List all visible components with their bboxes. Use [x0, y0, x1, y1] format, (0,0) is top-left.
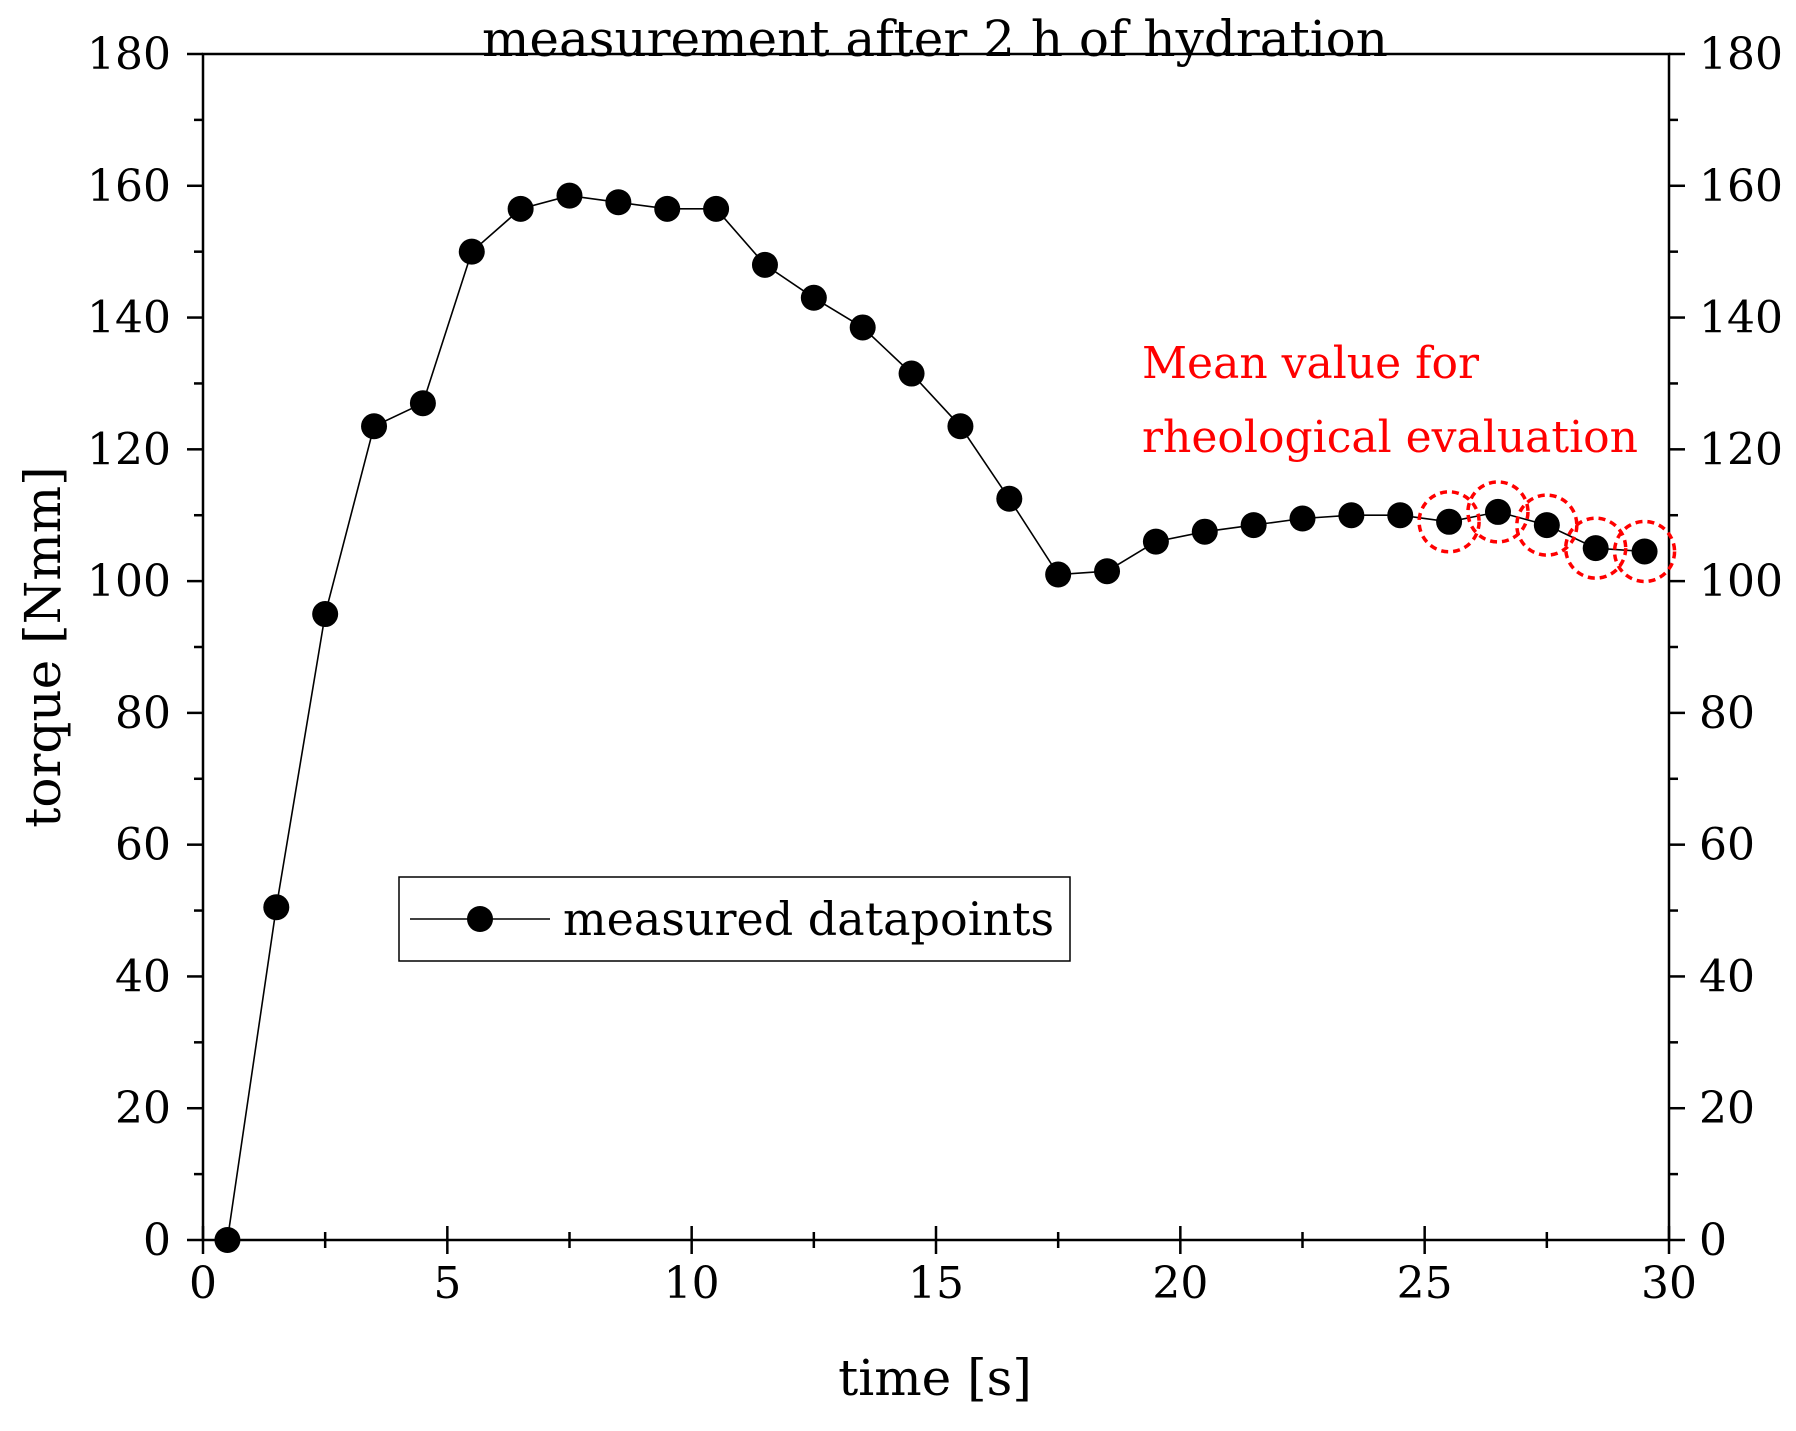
y-axis-label: torque [Nmm] — [14, 466, 72, 827]
y-tick-label-right-0: 0 — [1699, 1215, 1727, 1266]
x-axis-label: time [s] — [838, 1349, 1032, 1407]
x-tick-label-10: 10 — [664, 1258, 720, 1309]
highlight-layer — [1417, 480, 1677, 584]
y-tick-label-left-40: 40 — [115, 951, 171, 1002]
data-point-5 — [458, 238, 485, 265]
annotation-line-1: Mean value for — [1142, 338, 1480, 389]
data-point-19 — [1142, 528, 1169, 555]
y-tick-label-left-180: 180 — [87, 29, 171, 80]
x-tick-label-20: 20 — [1152, 1258, 1208, 1309]
y-tick-label-left-80: 80 — [115, 688, 171, 739]
data-point-21 — [1240, 512, 1267, 539]
data-point-27 — [1533, 512, 1560, 539]
data-point-25 — [1436, 508, 1463, 535]
legend: measured datapoints — [398, 876, 1071, 962]
data-point-28 — [1582, 535, 1609, 562]
data-point-10 — [703, 195, 730, 222]
x-tick-label-30: 30 — [1641, 1258, 1697, 1309]
legend-label: measured datapoints — [563, 892, 1054, 946]
y-tick-label-right-60: 60 — [1699, 820, 1755, 871]
data-point-17 — [1045, 561, 1072, 588]
y-tick-label-left-120: 120 — [87, 424, 171, 475]
data-point-29 — [1631, 538, 1658, 565]
data-point-18 — [1094, 558, 1121, 585]
data-point-22 — [1289, 505, 1316, 532]
y-tick-label-right-40: 40 — [1699, 951, 1755, 1002]
y-tick-label-right-80: 80 — [1699, 688, 1755, 739]
highlight-circle-3 — [1563, 516, 1628, 580]
data-point-7 — [556, 182, 583, 209]
y-tick-label-left-160: 160 — [87, 161, 171, 212]
highlight-circle-4 — [1612, 519, 1677, 584]
data-point-3 — [361, 413, 388, 440]
data-point-16 — [996, 485, 1023, 512]
y-tick-label-right-120: 120 — [1699, 424, 1783, 475]
y-tick-label-left-20: 20 — [115, 1083, 171, 1134]
data-point-0 — [214, 1227, 241, 1253]
data-point-2 — [312, 601, 339, 628]
y-tick-label-left-140: 140 — [87, 293, 171, 344]
data-point-15 — [947, 413, 974, 440]
x-tick-label-15: 15 — [908, 1258, 964, 1309]
x-tick-label-0: 0 — [189, 1258, 217, 1309]
chart-title: measurement after 2 h of hydration — [482, 10, 1388, 68]
data-point-20 — [1191, 518, 1218, 545]
data-point-26 — [1484, 498, 1511, 525]
x-tick-label-25: 25 — [1397, 1258, 1453, 1309]
highlight-circle-1 — [1466, 480, 1530, 544]
data-point-11 — [751, 251, 778, 278]
y-tick-label-right-180: 180 — [1699, 29, 1783, 80]
data-point-14 — [898, 360, 925, 387]
series-layer — [214, 182, 1658, 1253]
data-point-13 — [849, 314, 876, 341]
legend-marker — [467, 906, 493, 932]
data-point-1 — [263, 894, 290, 921]
y-tick-label-right-160: 160 — [1699, 161, 1783, 212]
data-point-23 — [1338, 502, 1365, 529]
highlight-circle-0 — [1417, 490, 1481, 554]
x-tick-label-5: 5 — [433, 1258, 461, 1309]
data-point-12 — [800, 284, 827, 311]
y-tick-label-left-60: 60 — [115, 820, 171, 871]
y-tick-label-right-20: 20 — [1699, 1083, 1755, 1134]
annotation-line-2: rheological evaluation — [1142, 412, 1638, 463]
data-point-8 — [605, 189, 632, 216]
data-point-6 — [507, 195, 534, 222]
y-tick-label-left-100: 100 — [87, 556, 171, 607]
y-tick-label-right-140: 140 — [1699, 293, 1783, 344]
y-tick-label-left-0: 0 — [143, 1215, 171, 1266]
y-tick-label-right-100: 100 — [1699, 556, 1783, 607]
data-point-4 — [409, 390, 436, 417]
data-point-9 — [654, 195, 681, 222]
data-point-24 — [1387, 502, 1414, 529]
